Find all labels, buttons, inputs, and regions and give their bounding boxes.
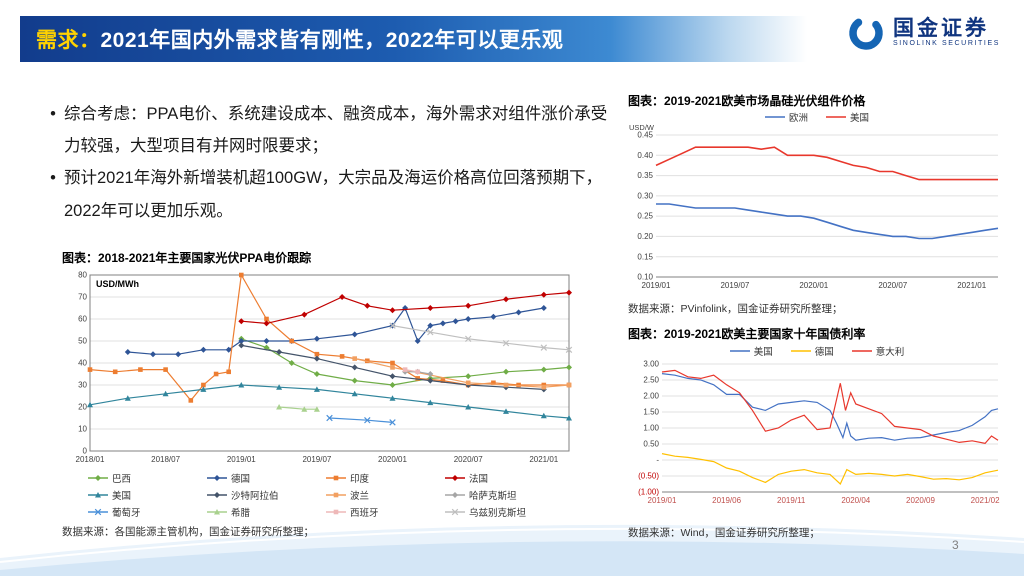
legend-item: 西班牙	[326, 505, 439, 519]
svg-text:20: 20	[78, 403, 87, 412]
svg-text:2019/06: 2019/06	[712, 496, 741, 505]
svg-text:0.20: 0.20	[637, 232, 653, 241]
svg-text:10: 10	[78, 425, 87, 434]
svg-text:2020/01: 2020/01	[799, 281, 828, 290]
page-title-main: 2021年国内外需求皆有刚性，2022年可以更乐观	[100, 29, 564, 52]
page-number: 3	[952, 538, 959, 552]
company-logo: 国金证券 SINOLINK SECURITIES	[840, 12, 1006, 54]
legend-item: 沙特阿拉伯	[207, 488, 320, 502]
bond-yield-chart-title: 图表：2019-2021欧美主要国家十年国债利率	[628, 327, 866, 341]
bullet-marker: •	[50, 105, 56, 123]
ppa-source-note: 数据来源：各国能源主管机构，国金证券研究所整理；	[62, 526, 314, 538]
legend-item: 美国	[729, 347, 773, 358]
legend-item: 希腊	[207, 505, 320, 519]
bullet-marker: •	[50, 169, 56, 188]
module-price-chart: 0.10 0.15 0.20 0.25 0.30 0.35 0.40 0.45 2019/01 2…	[628, 121, 1006, 293]
bond-yield-chart-legend: 美国 德国 意大利	[628, 344, 1006, 358]
legend-item: 美国	[88, 488, 201, 502]
logo-name-en: SINOLINK SECURITIES	[892, 40, 1000, 48]
logo-text: 国金证券 SINOLINK SECURITIES	[892, 17, 1000, 48]
svg-text:0.50: 0.50	[643, 440, 659, 449]
logo-name-cn: 国金证券	[892, 17, 989, 41]
svg-text:2019/07: 2019/07	[302, 455, 331, 464]
module-price-chart-legend: 欧洲 美国	[628, 110, 1006, 124]
bullet-list: • 综合考虑：PPA电价、系统建设成本、融资成本，海外需求对组件涨价承受力较强，…	[42, 98, 620, 227]
svg-text:0.15: 0.15	[637, 252, 653, 261]
legend-item: 欧洲	[764, 113, 808, 124]
svg-text:0.45: 0.45	[637, 131, 653, 140]
svg-text:2021/01: 2021/01	[957, 281, 986, 290]
legend-item: 波兰	[326, 488, 439, 502]
legend-item: 法国	[445, 471, 558, 485]
bond-yield-chart: 3.00 2.50 2.00 1.50 1.00 0.50- (0.50) (1.00) 201…	[628, 356, 1006, 508]
svg-text:2021/01: 2021/01	[529, 455, 558, 464]
header-bar: 需求：2021年国内外需求皆有刚性，2022年可以更乐观	[20, 16, 1004, 62]
svg-text:0.10: 0.10	[637, 273, 653, 282]
bullet-item: • 综合考虑：PPA电价、系统建设成本、融资成本，海外需求对组件涨价承受力较强，…	[42, 98, 620, 162]
svg-text:2018/07: 2018/07	[151, 455, 180, 464]
svg-text:2.00: 2.00	[643, 392, 659, 401]
svg-text:2019/01: 2019/01	[648, 496, 677, 505]
sinolink-logo-icon	[849, 16, 883, 50]
svg-text:2019/01: 2019/01	[227, 455, 256, 464]
svg-text:2018/01: 2018/01	[76, 455, 105, 464]
legend-item: 哈萨克斯坦	[445, 488, 558, 502]
svg-text:2019/11: 2019/11	[777, 496, 806, 505]
svg-text:50: 50	[78, 337, 87, 346]
svg-text:1.00: 1.00	[643, 424, 659, 433]
svg-text:2019/07: 2019/07	[720, 281, 749, 290]
svg-text:0.35: 0.35	[637, 171, 653, 180]
svg-text:USD/MWh: USD/MWh	[96, 279, 139, 289]
svg-text:2020/07: 2020/07	[454, 455, 483, 464]
svg-text:2020/07: 2020/07	[878, 281, 907, 290]
legend-item: 德国	[207, 471, 320, 485]
svg-text:0.40: 0.40	[637, 151, 653, 160]
svg-text:60: 60	[78, 315, 87, 324]
svg-text:USD/W: USD/W	[629, 123, 655, 132]
svg-text:(1.00): (1.00)	[638, 488, 659, 497]
svg-text:2019/01: 2019/01	[642, 281, 671, 290]
legend-item: 意大利	[851, 347, 905, 358]
svg-text:2020/04: 2020/04	[841, 496, 870, 505]
bullet-text: 综合考虑：PPA电价、系统建设成本、融资成本，海外需求对组件涨价承受力较强，大型…	[64, 105, 608, 156]
svg-text:70: 70	[78, 293, 87, 302]
svg-text:2020/09: 2020/09	[906, 496, 935, 505]
legend-item: 印度	[326, 471, 439, 485]
svg-text:40: 40	[78, 359, 87, 368]
svg-text:80: 80	[78, 271, 87, 280]
page-title: 需求：2021年国内外需求皆有刚性，2022年可以更乐观	[36, 24, 563, 54]
ppa-chart-legend: 巴西 德国 印度 法国美国 沙特阿拉伯 波兰 哈萨克斯坦葡萄牙 希腊 西班牙 乌兹别克斯坦	[88, 471, 558, 519]
bond-yield-source-note: 数据来源：Wind，国金证券研究所整理；	[628, 527, 820, 539]
svg-text:2021/02: 2021/02	[971, 496, 1000, 505]
svg-text:1.50: 1.50	[643, 408, 659, 417]
page-title-prefix: 需求：	[36, 29, 101, 52]
svg-text:30: 30	[78, 381, 87, 390]
bullet-item: • 预计2021年海外新增装机超100GW，大宗品及海运价格高位回落预期下，20…	[42, 162, 620, 226]
svg-text:3.00: 3.00	[643, 360, 659, 369]
module-price-chart-title: 图表：2019-2021欧美市场晶硅光伏组件价格	[628, 94, 866, 108]
svg-text:0.25: 0.25	[637, 212, 653, 221]
svg-text:-: -	[656, 456, 659, 465]
ppa-chart-title: 图表：2018-2021年主要国家光伏PPA电价跟踪	[62, 251, 312, 265]
legend-item: 葡萄牙	[88, 505, 201, 519]
svg-text:2020/01: 2020/01	[378, 455, 407, 464]
module-price-source-note: 数据来源：PVinfolink，国金证券研究所整理；	[628, 303, 843, 315]
legend-item: 乌兹别克斯坦	[445, 505, 558, 519]
legend-item: 德国	[790, 347, 834, 358]
svg-text:(0.50): (0.50)	[638, 472, 659, 481]
bullet-text: 预计2021年海外新增装机超100GW，大宗品及海运价格高位回落预期下，2022…	[64, 169, 603, 220]
ppa-chart: 0 10 20 30 40 50 60 70 80 2018/01 2018/07 2019/01 20…	[62, 267, 577, 467]
svg-text:0.30: 0.30	[637, 192, 653, 201]
legend-item: 美国	[826, 113, 870, 124]
legend-item: 巴西	[88, 471, 201, 485]
svg-text:0: 0	[83, 447, 88, 456]
svg-text:2.50: 2.50	[643, 376, 659, 385]
